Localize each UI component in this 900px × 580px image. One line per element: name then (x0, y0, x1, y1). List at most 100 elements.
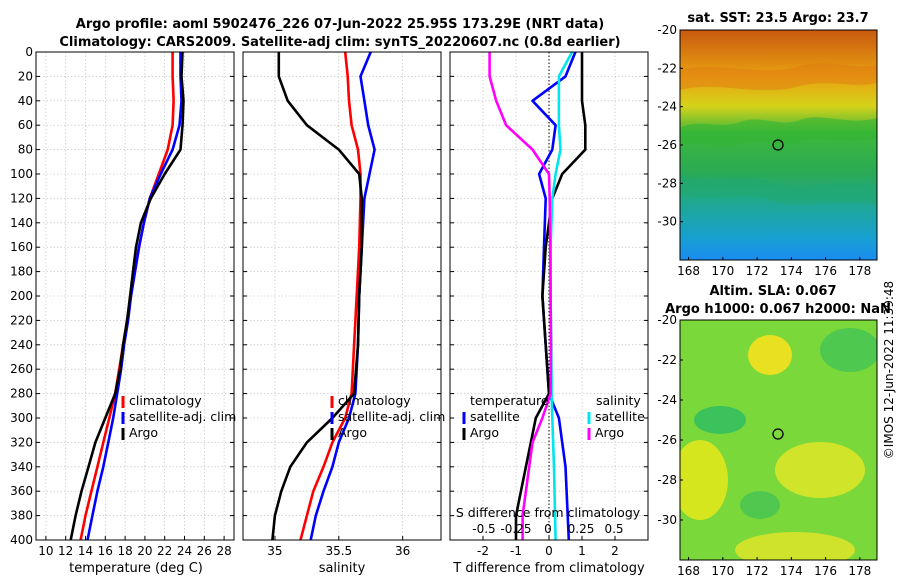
legend-s-argo-label: Argo (595, 425, 624, 440)
sla-map-ytick-label-3: -26 (657, 433, 677, 447)
depth-tick-label-15: 300 (10, 411, 33, 425)
difference-panel: -2 -1 0 1 2 S difference from climatology -0… (449, 51, 649, 576)
depth-tick-label-0: 0 (25, 45, 33, 59)
temperature-xtick-label-9: 28 (216, 544, 231, 558)
sla-map-ytick-label-5: -30 (657, 513, 677, 527)
sst-map-xtick-label-1: 170 (711, 264, 734, 278)
temperature-legend: climatology satellite-adj. clim Argo (121, 393, 236, 440)
sla-blob-6 (820, 328, 877, 372)
sla-map-xtick-label-1: 170 (711, 564, 734, 578)
depth-tick-label-11: 220 (10, 313, 33, 327)
sst-map-xtick-label-2: 172 (746, 264, 769, 278)
salinity-xtick-label-2: 36 (395, 544, 410, 558)
temperature-xtick-label-8: 26 (197, 544, 212, 558)
s-diff-tick-label-4: 0.5 (604, 522, 623, 536)
sla-map-ytick-label-0: -20 (657, 313, 677, 327)
depth-tick-label-17: 340 (10, 460, 33, 474)
salinity-panel: 35 35.5 36 salinity climatology satellite-… (242, 51, 445, 576)
salinity-series-climatology (299, 51, 362, 541)
temperature-xtick-label-5: 20 (137, 544, 152, 558)
sst-field (680, 30, 877, 260)
depth-tick-label-5: 100 (10, 167, 33, 181)
depth-tick-label-1: 20 (18, 69, 33, 83)
depth-tick-label-19: 380 (10, 509, 33, 523)
sst-map-xtick-label-0: 168 (677, 264, 700, 278)
depth-tick-label-8: 160 (10, 240, 33, 254)
difference-xtick-label-2: 0 (545, 544, 553, 558)
legend-satellite-label: satellite-adj. clim (129, 409, 236, 424)
temperature-xtick-label-6: 22 (157, 544, 172, 558)
salinity-legend: climatology satellite-adj. clim Argo (330, 393, 445, 440)
difference-xtick-label-1: -1 (510, 544, 522, 558)
sla-blob-7 (740, 491, 780, 519)
sst-map-title: sat. SST: 23.5 Argo: 23.7 (687, 11, 868, 26)
temperature-xtick-label-7: 24 (177, 544, 192, 558)
depth-tick-label-2: 40 (18, 94, 33, 108)
temperature-series-argo (69, 51, 185, 541)
sst-map-xtick-label-4: 176 (814, 264, 837, 278)
difference-series-salinity-satellite (549, 51, 574, 541)
sst-map-ytick-label-1: -22 (657, 61, 677, 75)
sla-map-title-line-2: Argo h1000: 0.067 h2000: NaN (665, 302, 891, 317)
difference-legend: temperature salinity satellite Argo sate… (462, 393, 645, 440)
temperature-panel: 0 20 40 60 80 100 120 140 160 180 200 220 240 260 280 3… (10, 45, 236, 576)
legend-salinity-title: salinity (596, 393, 641, 408)
difference-xtick-label-0: -2 (477, 544, 489, 558)
sst-map-ytick-label-2: -24 (657, 100, 677, 114)
sst-map-ytick-label-3: -26 (657, 138, 677, 152)
salinity-series-argo (271, 52, 364, 541)
difference-series-temperature-satellite (531, 51, 577, 541)
sla-blob-5 (694, 406, 746, 434)
sst-argo-position-marker (772, 139, 784, 151)
depth-tick-label-20: 400 (10, 533, 33, 547)
s-diff-tick-label-0: -0.5 (472, 522, 495, 536)
salinity-xlabel: salinity (319, 561, 366, 576)
s-diff-tick-label-1: -0.25 (500, 522, 531, 536)
salinity-xtick-label-0: 35 (267, 544, 282, 558)
legend-t-argo-label: Argo (470, 425, 499, 440)
sla-map-ytick-label-4: -28 (657, 473, 677, 487)
difference-series-salinity-argo (488, 52, 553, 540)
temperature-xtick-label-2: 14 (78, 544, 93, 558)
temperature-xtick-label-3: 16 (98, 544, 113, 558)
depth-tick-label-14: 280 (10, 387, 33, 401)
sst-map-xtick-label-3: 174 (780, 264, 803, 278)
depth-tick-label-10: 200 (10, 289, 33, 303)
sst-map-ytick-label-0: -20 (657, 23, 677, 37)
depth-tick-label-4: 80 (18, 143, 33, 157)
sst-map-xtick-label-5: 178 (848, 264, 871, 278)
sal-legend-climatology-label: climatology (338, 393, 411, 408)
sla-blob-4 (735, 532, 855, 560)
legend-s-satellite-label: satellite (595, 409, 645, 424)
sst-texture-1 (680, 117, 877, 147)
legend-temperature-title: temperature (470, 393, 549, 408)
s-diff-tick-label-3: 0.25 (568, 522, 595, 536)
imos-credit: ©IMOS 12-Jun-2022 11:39:48 (882, 281, 896, 459)
sst-map-panel: sat. SST: 23.5 Argo: 23.7 168 170 172 174 17… (657, 11, 878, 278)
legend-t-satellite-label: satellite (470, 409, 520, 424)
sla-map-xtick-label-4: 176 (814, 564, 837, 578)
difference-xtick-label-4: 2 (611, 544, 619, 558)
title-line-2: Climatology: CARS2009. Satellite-adj cli… (59, 35, 620, 50)
sst-map-ytick-label-4: -28 (657, 176, 677, 190)
t-difference-label: T difference from climatology (452, 561, 645, 576)
sla-map-ytick-label-2: -24 (657, 393, 677, 407)
depth-tick-label-7: 140 (10, 216, 33, 230)
salinity-xtick-label-1: 35.5 (325, 544, 352, 558)
difference-series-temperature-argo (514, 52, 587, 540)
temperature-xlabel: temperature (deg C) (69, 561, 203, 576)
sal-legend-satellite-label: satellite-adj. clim (338, 409, 445, 424)
legend-argo-label: Argo (129, 425, 158, 440)
sla-map-ytick-label-1: -22 (657, 353, 677, 367)
sla-argo-position-marker (772, 428, 784, 440)
depth-tick-label-13: 260 (10, 362, 33, 376)
sla-blob-3 (775, 442, 865, 498)
sal-legend-argo-label: Argo (338, 425, 367, 440)
depth-tick-label-9: 180 (10, 265, 33, 279)
sla-map-panel: Altim. SLA: 0.067 Argo h1000: 0.067 h200… (657, 284, 890, 578)
sla-map-title-line-1: Altim. SLA: 0.067 (710, 284, 837, 299)
depth-tick-label-18: 360 (10, 484, 33, 498)
difference-xtick-label-3: 1 (578, 544, 586, 558)
title-line-1: Argo profile: aoml 5902476_226 07-Jun-20… (76, 17, 604, 32)
